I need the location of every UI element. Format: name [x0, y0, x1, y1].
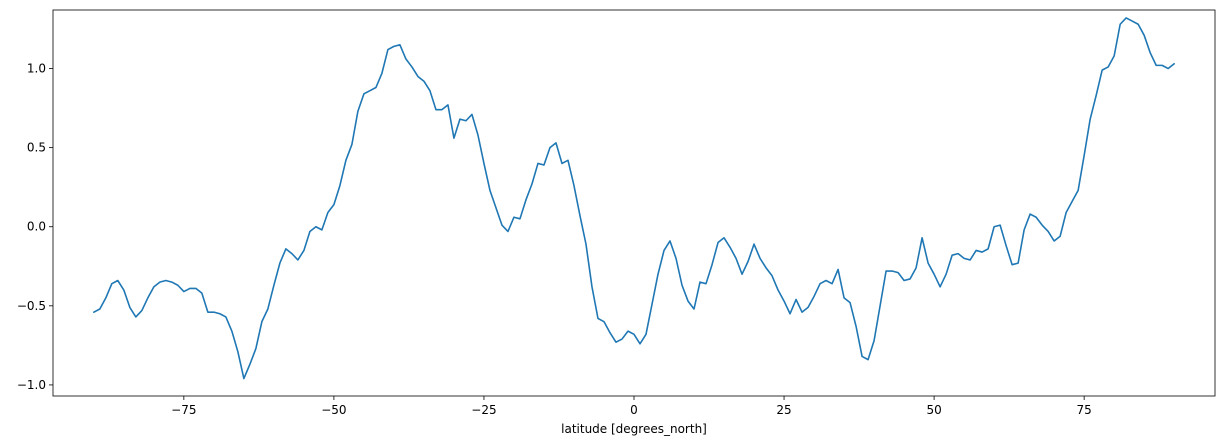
x-tick-label: −75 — [171, 403, 196, 417]
x-tick-label: −25 — [471, 403, 496, 417]
plot-area — [93, 17, 1175, 380]
x-tick-label: 0 — [630, 403, 638, 417]
y-tick-label: 1.0 — [27, 62, 46, 76]
x-tick-label: 50 — [926, 403, 941, 417]
x-axis-ticks: −75 −50 −25 0 25 50 75 — [171, 396, 1092, 417]
y-tick-label: −0.5 — [17, 299, 46, 313]
axes-frame — [52, 9, 1216, 397]
y-tick-label: 0.0 — [27, 220, 46, 234]
y-tick-label: −1.0 — [17, 378, 46, 392]
y-tick-label: 0.5 — [27, 141, 46, 155]
series-line-1 — [93, 17, 1175, 380]
x-tick-label: −50 — [321, 403, 346, 417]
x-axis-label: latitude [degrees_north] — [561, 422, 707, 436]
x-tick-label: 75 — [1077, 403, 1092, 417]
x-tick-label: 25 — [776, 403, 791, 417]
y-axis-ticks: −1.0 −0.5 0.0 0.5 1.0 — [17, 62, 53, 392]
